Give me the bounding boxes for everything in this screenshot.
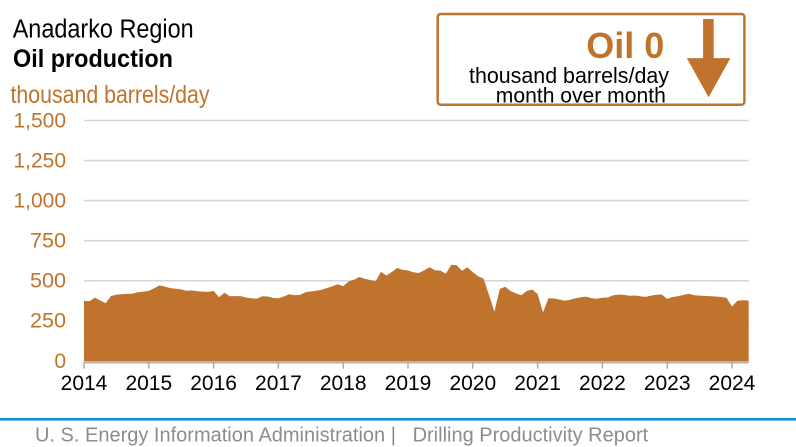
svg-text:750: 750: [30, 230, 66, 253]
svg-text:2022: 2022: [579, 372, 626, 395]
svg-text:Anadarko Region: Anadarko Region: [13, 16, 194, 44]
svg-text:2015: 2015: [125, 372, 172, 395]
svg-text:U. S. Energy Information Admin: U. S. Energy Information Administration …: [35, 425, 649, 447]
svg-text:2014: 2014: [61, 372, 108, 395]
svg-text:500: 500: [30, 270, 66, 293]
svg-text:thousand barrels/day: thousand barrels/day: [11, 81, 210, 109]
svg-text:2021: 2021: [514, 372, 561, 395]
svg-text:2020: 2020: [449, 372, 496, 395]
svg-text:2017: 2017: [255, 372, 302, 395]
svg-text:2023: 2023: [644, 372, 691, 395]
svg-text:1,000: 1,000: [14, 190, 67, 213]
svg-text:2016: 2016: [190, 372, 237, 395]
svg-text:1,500: 1,500: [14, 109, 67, 132]
svg-text:month over month: month over month: [496, 83, 666, 107]
svg-text:Oil 0: Oil 0: [586, 25, 664, 66]
svg-text:thousand barrels/day: thousand barrels/day: [469, 63, 669, 88]
svg-text:250: 250: [30, 310, 66, 333]
svg-text:2024: 2024: [709, 372, 756, 395]
svg-text:2018: 2018: [320, 372, 367, 395]
svg-text:Oil production: Oil production: [13, 45, 173, 73]
svg-text:0: 0: [54, 350, 66, 373]
svg-text:1,250: 1,250: [14, 150, 67, 173]
svg-text:2019: 2019: [385, 372, 432, 395]
